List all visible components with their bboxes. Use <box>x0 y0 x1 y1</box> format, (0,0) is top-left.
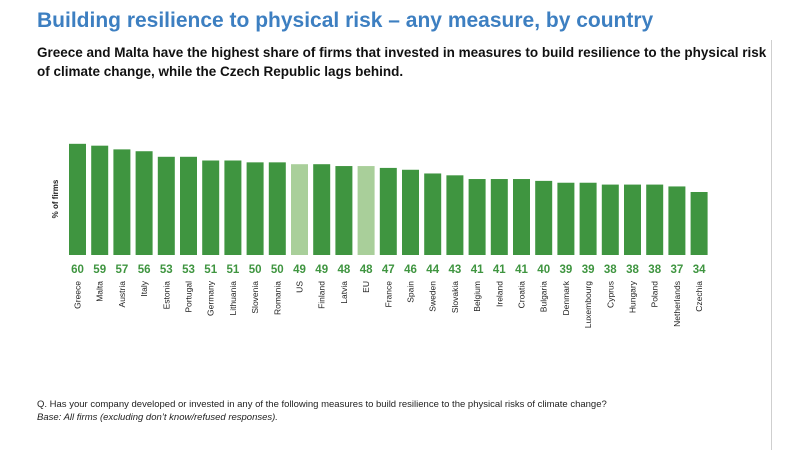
category-label-hungary: Hungary <box>628 280 638 313</box>
bar-netherlands <box>668 186 686 255</box>
bar-lithuania <box>224 160 242 255</box>
category-label-eu: EU <box>361 281 371 293</box>
bar-eu <box>357 166 375 255</box>
bar-germany <box>202 160 220 255</box>
y-axis-label: % of firms <box>51 179 60 218</box>
value-label-czechia: 34 <box>693 264 706 276</box>
value-label-cyprus: 38 <box>604 264 617 276</box>
bar-luxembourg <box>579 182 597 255</box>
category-label-romania: Romania <box>272 281 282 315</box>
value-label-belgium: 41 <box>471 264 484 276</box>
value-label-portugal: 53 <box>182 264 195 276</box>
value-label-slovenia: 50 <box>249 264 262 276</box>
category-label-bulgaria: Bulgaria <box>539 281 549 312</box>
value-label-us: 49 <box>293 264 306 276</box>
value-label-lithuania: 51 <box>227 264 240 276</box>
bar-hungary <box>624 184 641 255</box>
category-label-czechia: Czechia <box>694 281 704 312</box>
category-label-spain: Spain <box>406 281 416 303</box>
category-label-finland: Finland <box>317 281 327 309</box>
category-label-poland: Poland <box>650 281 660 308</box>
value-label-netherlands: 37 <box>671 264 684 276</box>
chart-subtitle: Greece and Malta have the highest share … <box>37 45 767 79</box>
bar-austria <box>113 149 131 255</box>
bar-ireland <box>490 179 508 255</box>
bar-sweden <box>424 173 442 255</box>
value-label-finland: 49 <box>315 264 328 276</box>
category-label-us: US <box>295 281 305 293</box>
survey-base: Base: All firms (excluding don’t know/re… <box>37 412 278 423</box>
category-label-denmark: Denmark <box>561 280 571 315</box>
category-label-belgium: Belgium <box>472 281 482 312</box>
bar-estonia <box>157 156 175 255</box>
chart-title: Building resilience to physical risk – a… <box>37 9 654 32</box>
value-label-hungary: 38 <box>626 264 639 276</box>
category-label-lithuania: Lithuania <box>228 281 238 316</box>
value-label-croatia: 41 <box>515 264 528 276</box>
bar-latvia <box>335 166 353 255</box>
bar-czechia <box>690 191 708 255</box>
category-label-greece: Greece <box>73 281 83 309</box>
value-label-bulgaria: 40 <box>537 264 550 276</box>
value-label-romania: 50 <box>271 264 284 276</box>
bar-romania <box>268 162 286 255</box>
bar-france <box>379 167 397 255</box>
value-label-spain: 46 <box>404 264 417 276</box>
category-label-croatia: Croatia <box>517 281 527 309</box>
bar-cyprus <box>601 184 619 255</box>
value-label-germany: 51 <box>204 264 217 276</box>
category-label-netherlands: Netherlands <box>672 281 682 327</box>
category-label-italy: Italy <box>139 280 149 296</box>
category-label-malta: Malta <box>95 281 105 302</box>
category-label-france: France <box>383 281 393 308</box>
value-label-greece: 60 <box>71 264 84 276</box>
bar-slovenia <box>246 162 264 255</box>
value-label-luxembourg: 39 <box>582 264 595 276</box>
bar-malta <box>91 145 109 255</box>
footnote: Q. Has your company developed or investe… <box>37 398 757 424</box>
bar-us <box>291 164 308 255</box>
survey-question: Q. Has your company developed or investe… <box>37 399 607 410</box>
bar-spain <box>402 169 419 255</box>
value-label-eu: 48 <box>360 264 373 276</box>
bar-bulgaria <box>535 180 553 255</box>
category-label-latvia: Latvia <box>339 281 349 304</box>
bar-belgium <box>468 179 486 255</box>
value-label-slovakia: 43 <box>449 264 462 276</box>
bar-finland <box>313 164 331 255</box>
category-label-estonia: Estonia <box>161 281 171 310</box>
category-label-ireland: Ireland <box>494 281 504 307</box>
bar-croatia <box>513 179 530 255</box>
category-label-cyprus: Cyprus <box>605 281 615 308</box>
bar-slovakia <box>446 175 464 255</box>
value-label-denmark: 39 <box>560 264 573 276</box>
bar-greece <box>69 143 86 255</box>
bar-denmark <box>557 182 575 255</box>
category-label-sweden: Sweden <box>428 281 438 312</box>
value-label-latvia: 48 <box>338 264 351 276</box>
category-label-slovenia: Slovenia <box>250 281 260 314</box>
category-label-germany: Germany <box>206 280 216 316</box>
value-label-austria: 57 <box>116 264 129 276</box>
bar-chart: % of firms 60 59 57 56 53 53 51 51 50 50 49 49 48 48 4… <box>51 143 708 329</box>
category-label-portugal: Portugal <box>184 281 194 313</box>
value-label-france: 47 <box>382 264 395 276</box>
bar-portugal <box>180 156 197 255</box>
category-label-austria: Austria <box>117 281 127 308</box>
page-divider <box>771 40 772 450</box>
category-label-luxembourg: Luxembourg <box>583 281 593 329</box>
value-label-italy: 56 <box>138 264 151 276</box>
value-label-estonia: 53 <box>160 264 173 276</box>
value-label-malta: 59 <box>93 264 106 276</box>
value-label-ireland: 41 <box>493 264 506 276</box>
bar-poland <box>646 184 664 255</box>
category-label-slovakia: Slovakia <box>450 281 460 313</box>
value-label-sweden: 44 <box>426 264 439 276</box>
bar-italy <box>135 151 153 255</box>
value-label-poland: 38 <box>648 264 661 276</box>
